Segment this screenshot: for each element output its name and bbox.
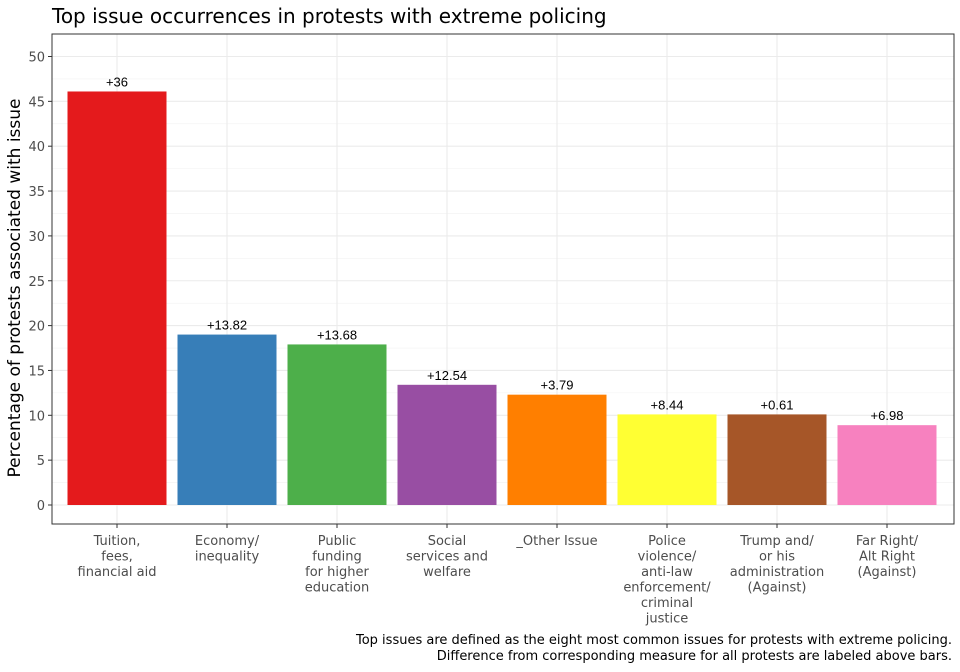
bars (67, 91, 937, 505)
x-tick-label: Police violence/anti-law enforcement/crimi… (623, 534, 711, 627)
caption: Top issues are defined as the eight most… (355, 633, 952, 664)
y-tick-label: 10 (28, 409, 45, 424)
y-tick-label: 40 (28, 140, 45, 155)
y-tick-label: 0 (37, 499, 45, 514)
y-tick-label: 15 (28, 364, 45, 379)
x-tick-label: Economy/inequality (195, 534, 260, 565)
data-label: +3.79 (541, 378, 574, 393)
bar (727, 414, 827, 505)
bar (837, 425, 937, 505)
bar (287, 344, 387, 505)
x-tick-label: Public funding for higher education (305, 534, 370, 596)
data-label: +6.98 (871, 408, 904, 423)
y-tick-label: 35 (28, 185, 45, 200)
chart-title: Top issue occurrences in protests with e… (51, 4, 607, 28)
data-label: +13.82 (207, 318, 247, 333)
bar (397, 384, 497, 505)
y-tick-label: 45 (28, 95, 45, 110)
bar (177, 334, 277, 505)
caption-line: Difference from corresponding measure fo… (437, 649, 952, 664)
x-tick-label: _Other Issue (515, 534, 597, 549)
y-axis-ticks: 0 5 10 15 20 25 30 35 40 45 50 (28, 51, 52, 514)
bar (617, 414, 717, 505)
y-tick-label: 30 (28, 230, 45, 245)
y-tick-label: 20 (28, 320, 45, 335)
plot-border (51, 33, 955, 525)
bar (67, 91, 167, 505)
x-axis-ticks: Tuition, fees, financial aid Economy/inequa… (78, 524, 919, 627)
y-tick-label: 50 (28, 51, 45, 66)
x-tick-label: Far Right/Alt Right (Against) (856, 534, 919, 580)
x-tick-label: Tuition, fees, financial aid (78, 534, 157, 580)
data-label: +8.44 (651, 397, 684, 412)
data-label: +0.61 (761, 397, 794, 412)
caption-line: Top issues are defined as the eight most… (355, 633, 952, 648)
x-tick-label: Trump and/or his administration (Against) (730, 534, 824, 596)
bar (507, 394, 607, 505)
data-label: +12.54 (427, 368, 467, 383)
data-label: +13.68 (317, 327, 357, 342)
y-tick-label: 5 (37, 454, 45, 469)
x-tick-label: Social services and welfare (406, 534, 488, 580)
data-labels: +36 +13.82 +13.68 +12.54 +3.79 +8.44 +0.61 +6.9… (106, 74, 903, 423)
y-tick-label: 25 (28, 275, 45, 290)
data-label: +36 (106, 74, 128, 89)
y-axis-label: Percentage of protests associated with i… (5, 98, 25, 477)
